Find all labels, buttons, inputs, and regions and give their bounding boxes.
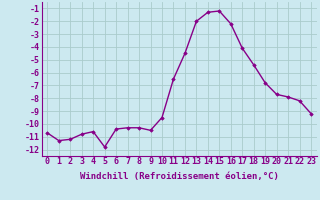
X-axis label: Windchill (Refroidissement éolien,°C): Windchill (Refroidissement éolien,°C) xyxy=(80,172,279,181)
